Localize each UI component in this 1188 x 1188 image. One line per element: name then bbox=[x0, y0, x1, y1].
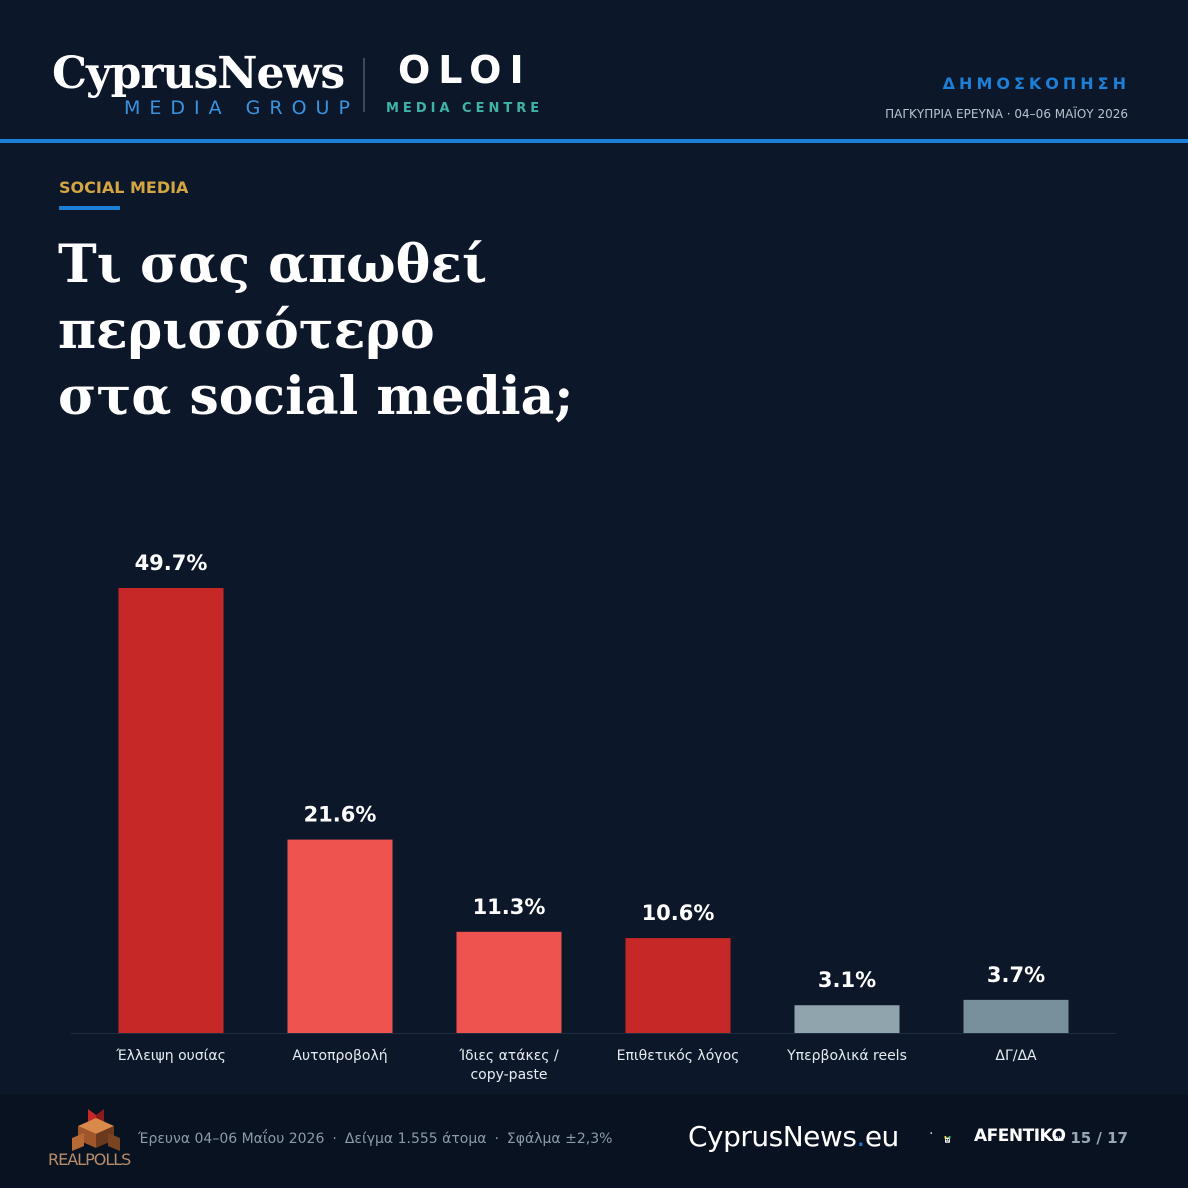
category-label: Επιθετικός λόγος bbox=[617, 1048, 740, 1064]
data-label: 49.7% bbox=[135, 551, 208, 575]
bar bbox=[625, 938, 731, 1033]
category-label-line: Υπερβολικά reels bbox=[786, 1048, 907, 1064]
title-line: στα social media; bbox=[58, 366, 574, 427]
category-label-line: Αυτοπροβολή bbox=[292, 1048, 387, 1064]
category-label: ΔΓ/ΔΑ bbox=[995, 1048, 1037, 1064]
realpolls-logo-text: REALPOLLS bbox=[48, 1150, 131, 1169]
footer bbox=[0, 1094, 1188, 1188]
header-meta: ΠΑΓΚΥΠΡΙΑ ΕΡΕΥΝΑ · 04–06 ΜΑΪΟΥ 2026 bbox=[885, 107, 1128, 121]
data-label: 21.6% bbox=[304, 803, 377, 827]
category-label-line: Επιθετικός λόγος bbox=[617, 1048, 740, 1064]
title-line: Τι σας απωθεί bbox=[58, 234, 488, 295]
fieldwork-dates: Έρευνα 04–06 Μαΐου 2026 bbox=[138, 1131, 325, 1147]
data-label: 11.3% bbox=[473, 895, 546, 919]
header-kicker: ΔΗΜΟΣΚΟΠΗΣΗ bbox=[942, 74, 1130, 93]
page-number: 15 / 17 bbox=[1070, 1129, 1128, 1147]
header bbox=[0, 0, 1188, 140]
category-label: Υπερβολικά reels bbox=[786, 1048, 907, 1064]
category-label: Αυτοπροβολή bbox=[292, 1048, 387, 1064]
realpolls-logo-icon bbox=[72, 1109, 120, 1151]
header-divider bbox=[0, 139, 1188, 143]
bar bbox=[794, 1005, 900, 1033]
afentiko-logo-suffix: eu bbox=[1053, 1134, 1065, 1144]
data-label: 3.1% bbox=[818, 968, 876, 992]
oloi-logo-subtitle: MEDIA CENTRE bbox=[386, 101, 544, 116]
margin-of-error: Σφάλμα ±2,3% bbox=[506, 1131, 613, 1147]
oloi-logo: OLOI bbox=[398, 48, 532, 92]
section-underline bbox=[59, 206, 120, 210]
cyprusnews-logo: CyprusNews bbox=[52, 48, 345, 99]
category-label-line: Έλλειψη ουσίας bbox=[115, 1048, 226, 1064]
afentiko-mascot-icon bbox=[944, 1136, 951, 1143]
survey-details: Έρευνα 04–06 Μαΐου 2026 · Δείγμα 1.555 άτο… bbox=[138, 1131, 613, 1147]
cyprusnews-logo-subtitle: MEDIA GROUP bbox=[124, 97, 359, 119]
category-label: Έλλειψη ουσίας bbox=[115, 1048, 226, 1064]
bar bbox=[118, 588, 224, 1033]
logo-divider bbox=[363, 58, 365, 112]
sample-size: Δείγμα 1.555 άτομα bbox=[344, 1131, 487, 1147]
title-line: περισσότερο bbox=[58, 300, 435, 361]
category-label-line: ΔΓ/ΔΑ bbox=[995, 1048, 1037, 1064]
data-label: 3.7% bbox=[987, 963, 1045, 987]
bar bbox=[287, 839, 393, 1033]
bar bbox=[456, 931, 562, 1033]
category-label-line: Ίδιες ατάκες / bbox=[458, 1048, 559, 1064]
footer-separator: · bbox=[929, 1126, 934, 1142]
afentiko-logo-text: AFENTIKO bbox=[974, 1126, 1066, 1146]
bar bbox=[963, 999, 1069, 1033]
site-logo[interactable]: CyprusNews.eu bbox=[688, 1120, 899, 1153]
category-label: Ίδιες ατάκες / copy-paste bbox=[458, 1048, 559, 1083]
data-label: 10.6% bbox=[642, 901, 715, 925]
category-label-line: copy-paste bbox=[470, 1067, 547, 1083]
page-title: Τι σας απωθεί περισσότερο στα social med… bbox=[58, 232, 758, 430]
site-tld: eu bbox=[864, 1120, 899, 1153]
section-label: SOCIAL MEDIA bbox=[59, 178, 189, 197]
site-name: CyprusNews bbox=[688, 1120, 857, 1153]
